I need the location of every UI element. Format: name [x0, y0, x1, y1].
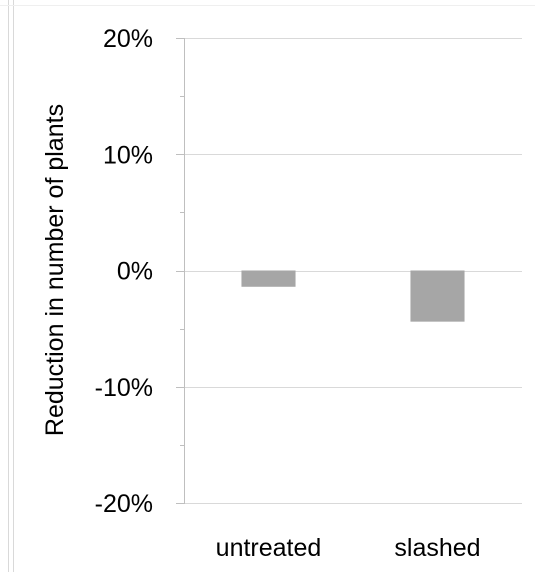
bar-slashed: [410, 270, 465, 322]
y-tick-label: -20%: [95, 490, 153, 518]
frame-border-top: [0, 5, 535, 6]
y-axis: [176, 38, 185, 504]
y-tick-label: -10%: [95, 374, 153, 402]
y-tick-labels: 20% 10% 0% -10% -20%: [95, 25, 153, 518]
x-category-label-untreated: untreated: [216, 534, 322, 562]
frame-border-left-inner: [13, 0, 14, 572]
bar-untreated: [241, 270, 296, 287]
gridlines: [184, 38, 522, 504]
y-tick-label: 0%: [117, 258, 153, 286]
x-category-labels: untreated slashed: [216, 534, 481, 562]
bars: [241, 270, 465, 322]
y-tick-label: 20%: [103, 25, 153, 53]
x-category-label-slashed: slashed: [394, 534, 480, 562]
y-axis-label: Reduction in number of plants: [41, 104, 69, 436]
y-tick-label: 10%: [103, 141, 153, 169]
frame-border-left: [8, 0, 9, 572]
